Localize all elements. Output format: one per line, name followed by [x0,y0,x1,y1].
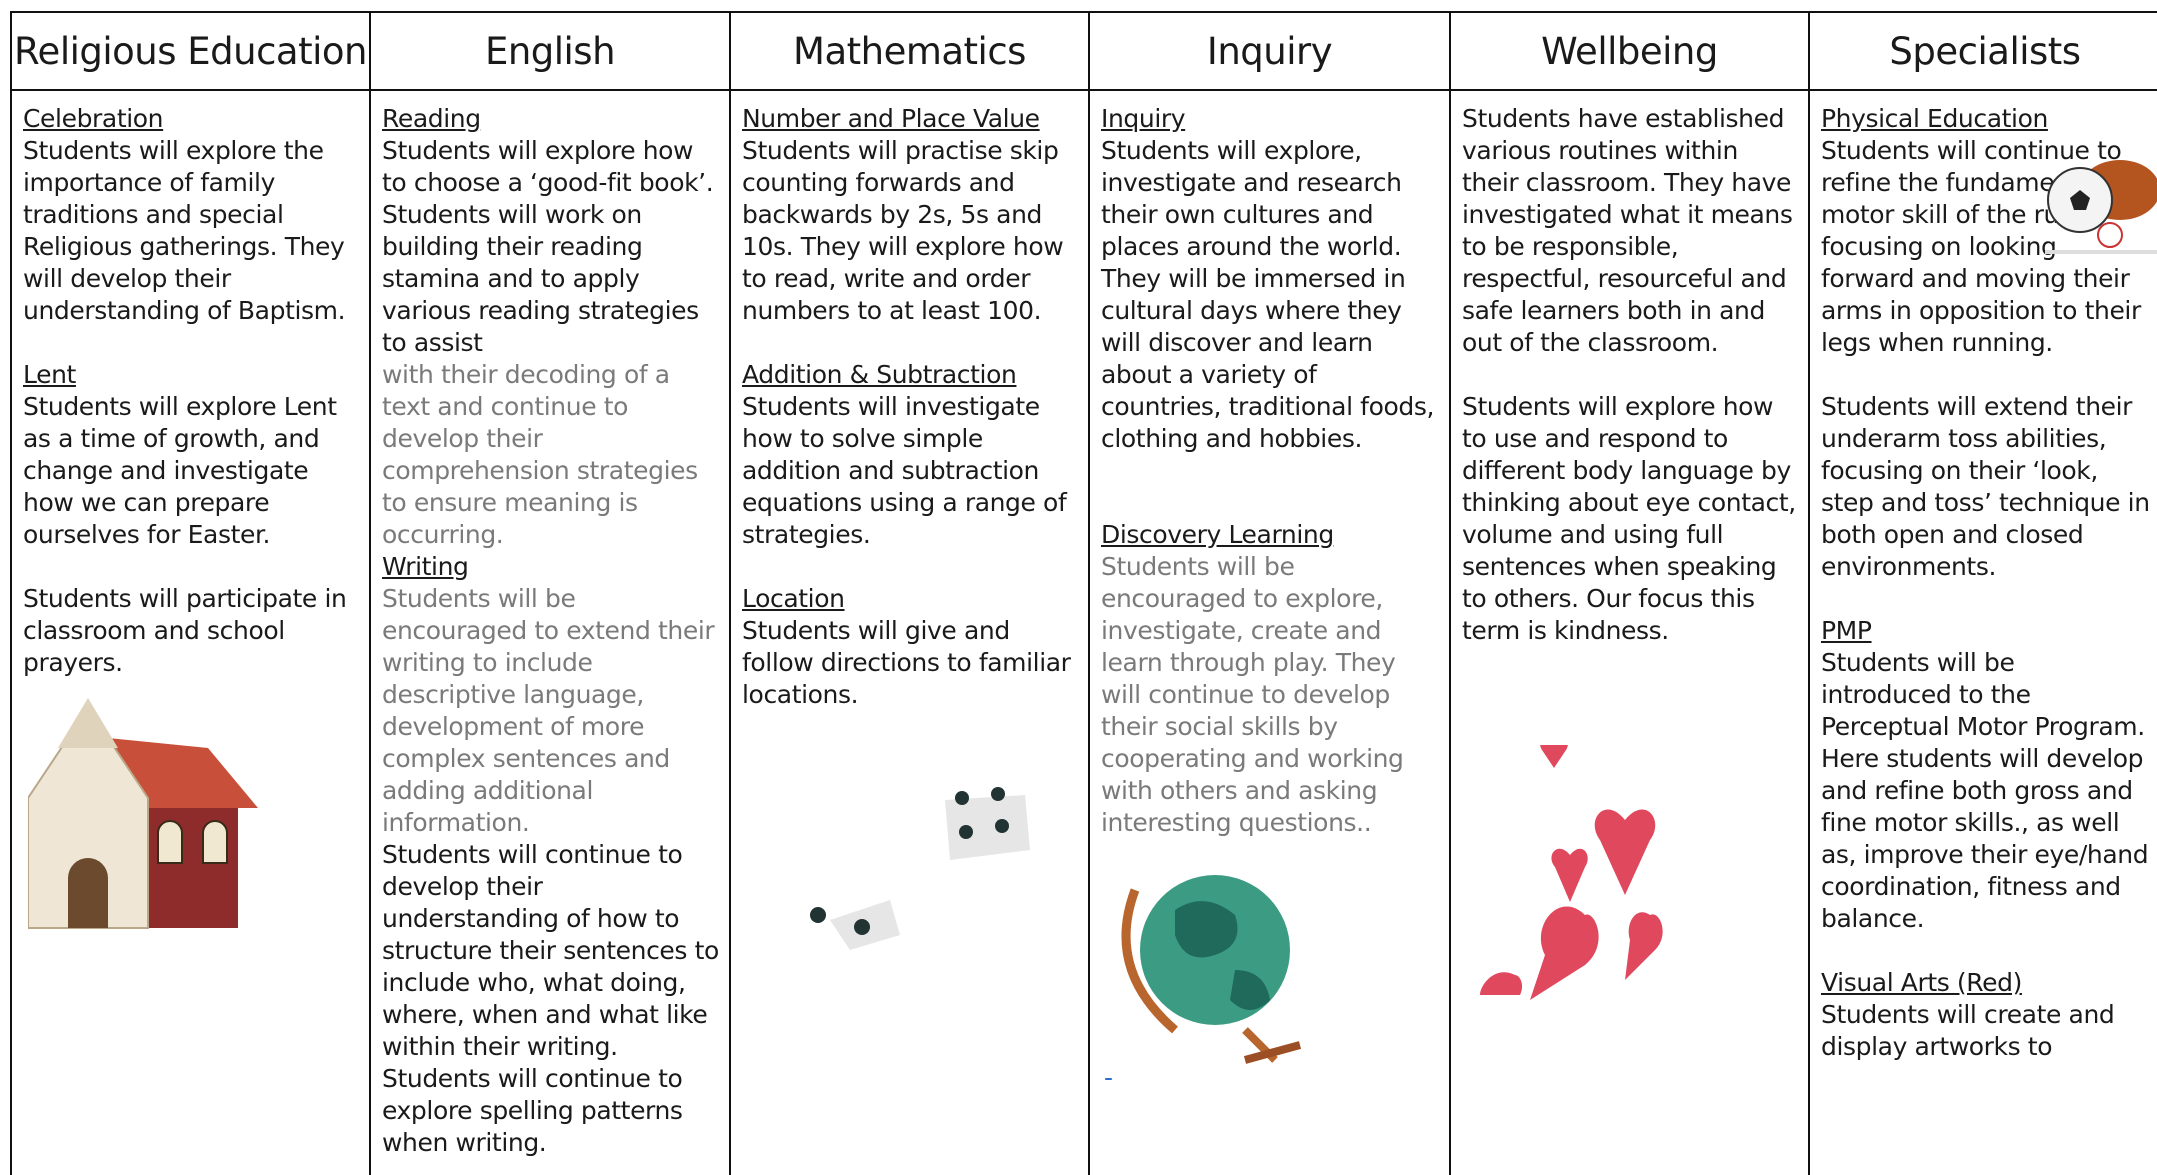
column-body: Celebration Students will explore the imp… [12,91,369,679]
section: Celebration Students will explore the imp… [23,103,359,327]
paragraph: Students will investigate how to solve s… [742,392,1067,549]
section: PMP Students will be introduced to the Pe… [1821,615,2150,935]
column: Mathematics Number and Place Value Student… [729,11,1088,1175]
paragraph: Students will explore how to use and res… [1462,392,1796,645]
section-heading: Discovery Learning [1101,520,1334,549]
section: Addition & Subtraction Students will inve… [742,359,1078,551]
paragraph: Students will give and follow directions… [742,616,1071,709]
paragraph: Students will explore the importance of … [23,136,346,325]
sports-balls-illustration [2045,160,2157,254]
paragraph: Students have established various routin… [1462,104,1793,357]
column-body: Students have established various routin… [1451,91,1808,647]
section-heading: Inquiry [1101,104,1186,133]
hearts-illustration [1480,745,1663,1000]
column-body: Inquiry Students will explore, investigat… [1090,91,1449,839]
section-heading: Number and Place Value [742,104,1040,133]
column-body: Number and Place Value Students will prac… [731,91,1088,711]
section-heading: Location [742,584,845,613]
column-header: Mathematics [731,13,1088,91]
section: Reading Students will explore how to choo… [382,103,719,551]
column-header: Specialists [1810,13,2157,91]
dice-illustration [810,787,1030,950]
paragraph: Students will be encouraged to explore, … [1101,552,1404,837]
footnote: - [1104,1063,1114,1092]
paragraph: Students will participate in classroom a… [23,584,347,677]
column-body: Reading Students will explore how to choo… [371,91,729,1159]
section: Students have established various routin… [1462,103,1798,647]
section-heading: Lent [23,360,76,389]
section-heading: Visual Arts (Red) [1821,968,2022,997]
column-header: English [371,13,729,91]
paragraph: with their decoding of a text and contin… [382,360,698,549]
paragraph: Students will extend their underarm toss… [1821,392,2150,581]
section: Number and Place Value Students will prac… [742,103,1078,327]
column: Religious Education Celebration Students w… [10,11,369,1175]
section: Location Students will give and follow di… [742,583,1078,711]
section: Inquiry Students will explore, investigat… [1101,103,1439,455]
column: English Reading Students will explore how … [369,11,729,1175]
globe-illustration [1121,875,1302,1064]
section-heading: Celebration [23,104,164,133]
paragraph: Students will be encouraged to extend th… [382,584,715,837]
section: Writing Students will be encouraged to ex… [382,551,719,1159]
section: Visual Arts (Red) Students will create an… [1821,967,2150,1063]
section-heading: Physical Education [1821,104,2048,133]
column-header: Religious Education [12,13,369,91]
paragraph: Students will continue to develop their … [382,840,719,1061]
paragraph: Students will explore Lent as a time of … [23,392,337,549]
paragraph: Students will create and display artwork… [1821,1000,2115,1061]
column-header: Wellbeing [1451,13,1808,91]
column-header: Inquiry [1090,13,1449,91]
section-heading: PMP [1821,616,1872,645]
paragraph: Students will explore how to choose a ‘g… [382,136,714,357]
church-illustration [28,698,258,929]
column: Wellbeing Students have established vario… [1449,11,1808,1175]
section: Lent Students will explore Lent as a time… [23,359,359,679]
section-heading: Addition & Subtraction [742,360,1017,389]
section-heading: Writing [382,552,469,581]
paragraph: Students will continue to explore spelli… [382,1064,683,1157]
paragraph: Students will explore, investigate and r… [1101,136,1435,453]
paragraph: Students will be introduced to the Perce… [1821,648,2149,933]
column: Inquiry - Inquiry Students will explore, in… [1088,11,1449,1175]
paragraph: Students will practise skip counting for… [742,136,1064,325]
section-heading: Reading [382,104,481,133]
section: Discovery Learning Students will be encou… [1101,519,1439,839]
